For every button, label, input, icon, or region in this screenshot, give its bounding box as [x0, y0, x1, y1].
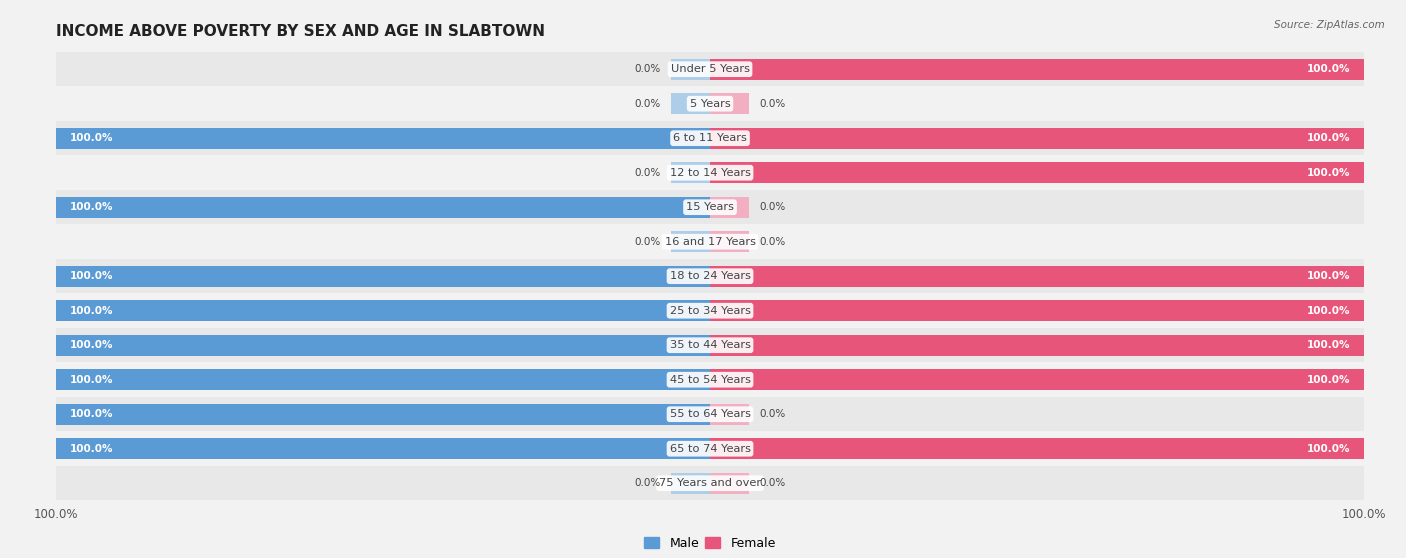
Bar	[710, 404, 749, 425]
Bar	[56, 52, 1364, 86]
Bar	[56, 86, 1364, 121]
Text: INCOME ABOVE POVERTY BY SEX AND AGE IN SLABTOWN: INCOME ABOVE POVERTY BY SEX AND AGE IN S…	[56, 25, 546, 39]
Bar	[710, 93, 749, 114]
Bar	[56, 404, 710, 425]
Bar	[56, 259, 1364, 294]
Text: 100.0%: 100.0%	[69, 444, 112, 454]
Text: 55 to 64 Years: 55 to 64 Years	[669, 409, 751, 419]
Text: 100.0%: 100.0%	[69, 340, 112, 350]
Text: 75 Years and over: 75 Years and over	[659, 478, 761, 488]
Text: 0.0%: 0.0%	[634, 168, 661, 177]
Text: 100.0%: 100.0%	[1308, 64, 1351, 74]
Bar	[56, 197, 710, 218]
Text: 100.0%: 100.0%	[1308, 444, 1351, 454]
Text: 0.0%: 0.0%	[634, 237, 661, 247]
Legend: Male, Female: Male, Female	[640, 532, 780, 555]
Text: 6 to 11 Years: 6 to 11 Years	[673, 133, 747, 143]
Bar	[56, 328, 1364, 363]
Bar	[671, 59, 710, 80]
Text: 100.0%: 100.0%	[69, 409, 112, 419]
Bar	[671, 93, 710, 114]
Text: 0.0%: 0.0%	[759, 478, 786, 488]
Bar	[56, 224, 1364, 259]
Text: 100.0%: 100.0%	[1308, 375, 1351, 384]
Text: 0.0%: 0.0%	[634, 478, 661, 488]
Text: 0.0%: 0.0%	[759, 409, 786, 419]
Text: 100.0%: 100.0%	[1308, 271, 1351, 281]
Text: 100.0%: 100.0%	[1308, 133, 1351, 143]
Bar	[710, 59, 1364, 80]
Text: 0.0%: 0.0%	[759, 99, 786, 109]
Text: 0.0%: 0.0%	[759, 237, 786, 247]
Text: 0.0%: 0.0%	[634, 99, 661, 109]
Text: 45 to 54 Years: 45 to 54 Years	[669, 375, 751, 384]
Bar	[710, 266, 1364, 287]
Text: 18 to 24 Years: 18 to 24 Years	[669, 271, 751, 281]
Text: 12 to 14 Years: 12 to 14 Years	[669, 168, 751, 177]
Text: 25 to 34 Years: 25 to 34 Years	[669, 306, 751, 316]
Bar	[56, 369, 710, 390]
Bar	[671, 473, 710, 494]
Bar	[56, 121, 1364, 156]
Bar	[710, 439, 1364, 459]
Bar	[56, 266, 710, 287]
Text: 16 and 17 Years: 16 and 17 Years	[665, 237, 755, 247]
Bar	[710, 369, 1364, 390]
Text: 100.0%: 100.0%	[69, 306, 112, 316]
Text: 100.0%: 100.0%	[1308, 168, 1351, 177]
Bar	[56, 128, 710, 148]
Bar	[56, 156, 1364, 190]
Bar	[56, 190, 1364, 224]
Text: 100.0%: 100.0%	[69, 271, 112, 281]
Text: 100.0%: 100.0%	[1308, 340, 1351, 350]
Bar	[56, 363, 1364, 397]
Bar	[710, 473, 749, 494]
Bar	[671, 232, 710, 252]
Bar	[710, 232, 749, 252]
Text: 35 to 44 Years: 35 to 44 Years	[669, 340, 751, 350]
Text: Under 5 Years: Under 5 Years	[671, 64, 749, 74]
Text: 100.0%: 100.0%	[69, 375, 112, 384]
Bar	[56, 397, 1364, 431]
Text: 0.0%: 0.0%	[759, 202, 786, 212]
Text: 100.0%: 100.0%	[1308, 306, 1351, 316]
Text: 65 to 74 Years: 65 to 74 Years	[669, 444, 751, 454]
Bar	[56, 439, 710, 459]
Text: 100.0%: 100.0%	[69, 202, 112, 212]
Bar	[56, 431, 1364, 466]
Bar	[56, 466, 1364, 501]
Bar	[710, 335, 1364, 355]
Bar	[56, 300, 710, 321]
Text: 5 Years: 5 Years	[690, 99, 730, 109]
Text: Source: ZipAtlas.com: Source: ZipAtlas.com	[1274, 20, 1385, 30]
Text: 100.0%: 100.0%	[69, 133, 112, 143]
Bar	[671, 162, 710, 183]
Bar	[710, 197, 749, 218]
Text: 15 Years: 15 Years	[686, 202, 734, 212]
Bar	[56, 335, 710, 355]
Bar	[710, 162, 1364, 183]
Text: 0.0%: 0.0%	[634, 64, 661, 74]
Bar	[56, 294, 1364, 328]
Bar	[710, 300, 1364, 321]
Bar	[710, 128, 1364, 148]
